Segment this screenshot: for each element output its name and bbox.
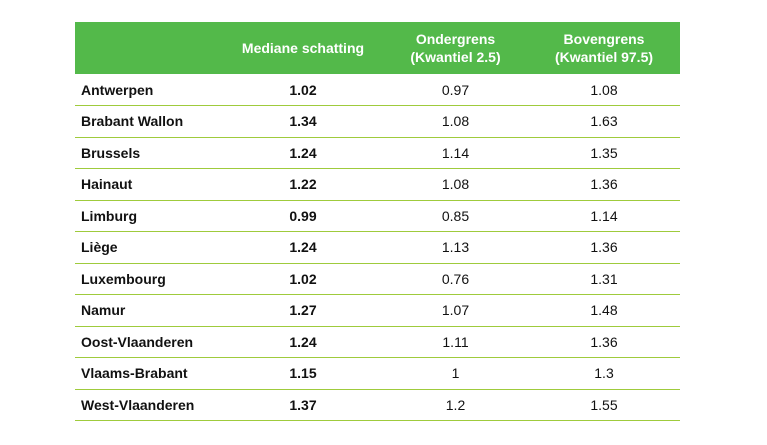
estimates-table-container: Mediane schatting Ondergrens (Kwantiel 2… bbox=[75, 22, 680, 421]
table-row: Brussels 1.24 1.14 1.35 bbox=[75, 137, 680, 169]
median-cell: 1.27 bbox=[289, 302, 317, 319]
table-row: Oost-Vlaanderen 1.24 1.11 1.36 bbox=[75, 326, 680, 358]
table-row: Hainaut 1.22 1.08 1.36 bbox=[75, 169, 680, 200]
table-row: Antwerpen 1.02 0.97 1.08 bbox=[75, 74, 680, 106]
region-cell: West-Vlaanderen bbox=[81, 396, 195, 413]
upper-bound-cell: 1.36 bbox=[590, 333, 618, 350]
table-row: Namur 1.27 1.07 1.48 bbox=[75, 295, 680, 326]
region-cell: Vlaams-Brabant bbox=[81, 365, 188, 382]
table-row: Liège 1.24 1.13 1.36 bbox=[75, 232, 680, 263]
table-row: Limburg 0.99 0.85 1.14 bbox=[75, 200, 680, 232]
region-cell: Antwerpen bbox=[81, 81, 154, 98]
lower-bound-cell: 1.08 bbox=[441, 176, 470, 193]
region-cell: Namur bbox=[81, 302, 126, 319]
lower-bound-cell: 1.2 bbox=[445, 396, 466, 413]
median-cell: 1.22 bbox=[289, 176, 317, 193]
median-cell: 1.37 bbox=[289, 396, 317, 413]
table-body: Antwerpen 1.02 0.97 1.08 Brabant Wallon 1.34 1… bbox=[75, 74, 680, 421]
region-cell: Brabant Wallon bbox=[81, 113, 184, 130]
header-median: Mediane schatting bbox=[241, 40, 365, 56]
median-cell: 1.24 bbox=[289, 239, 317, 256]
region-cell: Limburg bbox=[81, 207, 137, 224]
lower-bound-cell: 0.97 bbox=[441, 81, 470, 98]
header-upper: Bovengrens (Kwantiel 97.5) bbox=[528, 22, 680, 74]
lower-bound-cell: 1.11 bbox=[442, 333, 469, 350]
header-lower: Ondergrens (Kwantiel 2.5) bbox=[383, 22, 528, 74]
upper-bound-cell: 1.36 bbox=[590, 239, 618, 256]
region-cell: Liège bbox=[81, 239, 118, 256]
upper-bound-cell: 1.35 bbox=[590, 144, 618, 161]
median-cell: 1.24 bbox=[289, 333, 317, 350]
median-cell: 0.99 bbox=[289, 207, 317, 224]
upper-bound-cell: 1.36 bbox=[590, 176, 618, 193]
upper-bound-cell: 1.63 bbox=[590, 113, 618, 130]
lower-bound-cell: 1.08 bbox=[441, 113, 470, 130]
region-cell: Oost-Vlaanderen bbox=[81, 333, 194, 350]
header-upper-line2: (Kwantiel 97.5) bbox=[554, 49, 654, 65]
lower-bound-cell: 1.13 bbox=[441, 239, 470, 256]
upper-bound-cell: 1.3 bbox=[594, 365, 614, 382]
table-row: West-Vlaanderen 1.37 1.2 1.55 bbox=[75, 389, 680, 421]
median-cell: 1.02 bbox=[289, 81, 317, 98]
median-cell: 1.02 bbox=[289, 270, 317, 287]
header-row: Mediane schatting Ondergrens (Kwantiel 2… bbox=[75, 22, 680, 74]
region-cell: Hainaut bbox=[81, 176, 133, 193]
lower-bound-cell: 1.07 bbox=[441, 302, 470, 319]
table-row: Vlaams-Brabant 1.15 1 1.3 bbox=[75, 358, 680, 389]
median-cell: 1.15 bbox=[289, 365, 317, 382]
header-lower-line1: Ondergrens bbox=[415, 31, 496, 47]
table-row: Luxembourg 1.02 0.76 1.31 bbox=[75, 263, 680, 295]
lower-bound-cell: 1.14 bbox=[441, 144, 470, 161]
lower-bound-cell: 1 bbox=[451, 365, 460, 382]
upper-bound-cell: 1.08 bbox=[590, 81, 618, 98]
lower-bound-cell: 0.76 bbox=[441, 270, 470, 287]
table-header: Mediane schatting Ondergrens (Kwantiel 2… bbox=[75, 22, 680, 74]
table-row: Brabant Wallon 1.34 1.08 1.63 bbox=[75, 106, 680, 137]
region-cell: Luxembourg bbox=[81, 270, 166, 287]
upper-bound-cell: 1.14 bbox=[590, 207, 618, 224]
upper-bound-cell: 1.55 bbox=[590, 396, 618, 413]
median-cell: 1.34 bbox=[289, 113, 317, 130]
upper-bound-cell: 1.48 bbox=[590, 302, 618, 319]
header-region bbox=[75, 22, 223, 74]
median-cell: 1.24 bbox=[289, 144, 317, 161]
header-lower-line2: (Kwantiel 2.5) bbox=[410, 49, 501, 65]
region-cell: Brussels bbox=[81, 144, 141, 161]
estimates-table: Mediane schatting Ondergrens (Kwantiel 2… bbox=[75, 22, 680, 421]
lower-bound-cell: 0.85 bbox=[441, 207, 470, 224]
header-upper-line1: Bovengrens bbox=[563, 31, 645, 47]
upper-bound-cell: 1.31 bbox=[590, 270, 618, 287]
